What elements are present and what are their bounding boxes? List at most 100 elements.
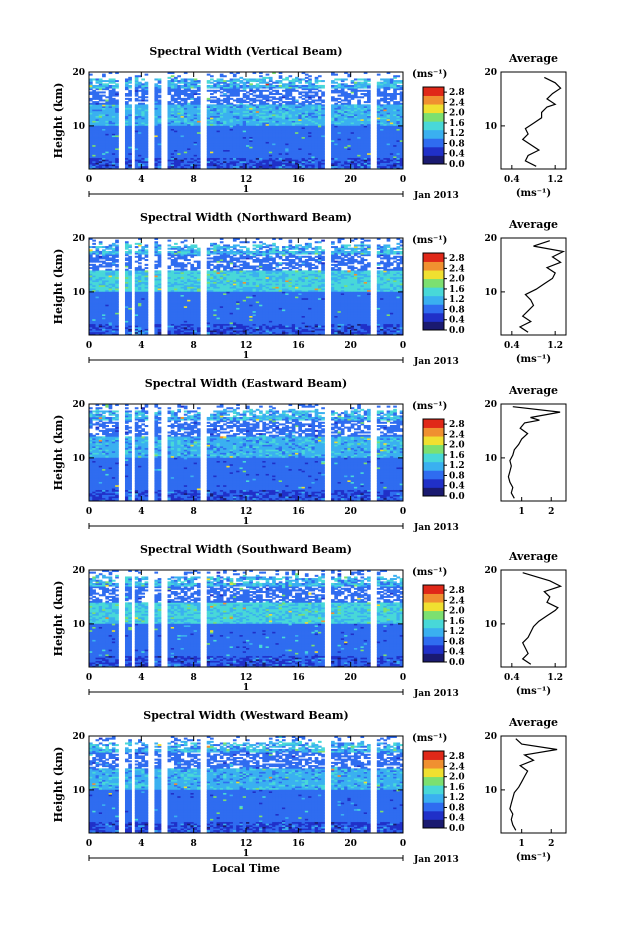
average-y-tick-label: 20: [484, 68, 497, 78]
colorbar-swatch: [423, 768, 444, 777]
colorbar-tick-label: 1.6: [449, 617, 465, 627]
colorbar-tick-label: 2.8: [449, 752, 465, 762]
y-axis-label: Height (km): [52, 83, 65, 159]
date-label: Jan 2013: [413, 689, 459, 699]
average-x-tick-label: 1: [519, 839, 525, 849]
average-y-tick-label: 10: [484, 454, 497, 464]
average-frame: [501, 736, 566, 833]
colorbar-tick-label: 2.4: [449, 98, 465, 108]
average-title: Average: [508, 384, 558, 397]
y-tick-label: 20: [72, 234, 85, 244]
day-label: 1: [243, 185, 249, 195]
panel-title: Spectral Width (Vertical Beam): [149, 45, 342, 58]
x-axis-label: Local Time: [212, 862, 280, 875]
colorbar-swatch: [423, 462, 444, 471]
average-line: [510, 739, 557, 831]
colorbar-swatch: [423, 121, 444, 130]
colorbar-tick-label: 2.4: [449, 264, 465, 274]
colorbar-swatch: [423, 602, 444, 611]
colorbar-swatch: [423, 147, 444, 156]
x-tick-label: 16: [292, 175, 305, 185]
average-x-tick-label: 1.2: [547, 673, 563, 683]
average-x-tick-label: 0.4: [504, 673, 520, 683]
colorbar-tick-label: 0.4: [449, 648, 465, 658]
colorbar-tick-label: 2.4: [449, 430, 465, 440]
colorbar-tick-label: 0.8: [449, 637, 465, 647]
colorbar-swatch: [423, 760, 444, 769]
average-x-label: (ms⁻¹): [516, 852, 551, 863]
colorbar-tick-label: 1.2: [449, 295, 465, 305]
colorbar-swatch: [423, 794, 444, 803]
x-tick-label: 12: [240, 175, 253, 185]
colorbar-swatch: [423, 138, 444, 147]
colorbar-swatch: [423, 479, 444, 488]
average-y-tick-label: 10: [484, 786, 497, 796]
colorbar-swatch: [423, 253, 444, 262]
x-tick-label: 8: [191, 175, 197, 185]
x-tick-label: 20: [344, 839, 357, 849]
x-tick-label: 0: [86, 507, 92, 517]
colorbar-tick-label: 1.2: [449, 129, 465, 139]
colorbar-tick-label: 2.0: [449, 773, 465, 783]
day-label: 1: [243, 517, 249, 527]
colorbar-tick-label: 2.8: [449, 254, 465, 264]
x-tick-label: 20: [344, 507, 357, 517]
x-tick-label: 4: [138, 839, 144, 849]
average-y-tick-label: 20: [484, 566, 497, 576]
colorbar-swatch: [423, 270, 444, 279]
colorbar: 2.82.42.01.61.20.80.40.0: [423, 585, 465, 668]
panel-title: Spectral Width (Northward Beam): [140, 211, 352, 224]
colorbar-tick-label: 0.0: [449, 824, 465, 834]
average-line: [523, 573, 561, 665]
spectral-width-figure: Spectral Width (Vertical Beam)2010Height…: [0, 0, 617, 929]
x-tick-label: 16: [292, 507, 305, 517]
colorbar-swatch: [423, 585, 444, 594]
colorbar-tick-label: 2.8: [449, 586, 465, 596]
colorbar-unit: (ms⁻¹): [412, 235, 447, 246]
average-title: Average: [508, 716, 558, 729]
colorbar-tick-label: 1.6: [449, 783, 465, 793]
average-x-label: (ms⁻¹): [516, 686, 551, 697]
average-y-tick-label: 10: [484, 122, 497, 132]
average-line: [508, 407, 560, 499]
colorbar: 2.82.42.01.61.20.80.40.0: [423, 419, 465, 502]
colorbar-swatch: [423, 611, 444, 620]
day-label: 1: [243, 849, 249, 859]
average-title: Average: [508, 52, 558, 65]
colorbar-swatch: [423, 819, 444, 828]
colorbar-swatch: [423, 113, 444, 122]
colorbar-tick-label: 0.0: [449, 658, 465, 668]
x-tick-label: 12: [240, 341, 253, 351]
colorbar-tick-label: 1.6: [449, 119, 465, 129]
colorbar-tick-label: 1.6: [449, 285, 465, 295]
colorbar-tick-label: 2.4: [449, 762, 465, 772]
colorbar-swatch: [423, 296, 444, 305]
average-x-label: (ms⁻¹): [516, 188, 551, 199]
colorbar-tick-label: 2.0: [449, 607, 465, 617]
colorbar-swatch: [423, 87, 444, 96]
average-y-tick-label: 20: [484, 400, 497, 410]
average-x-tick-label: 0.4: [504, 175, 520, 185]
colorbar-tick-label: 0.8: [449, 471, 465, 481]
heatmap-cells: [89, 404, 403, 501]
heatmap-cells: [89, 238, 403, 335]
x-tick-label: 20: [344, 175, 357, 185]
average-title: Average: [508, 550, 558, 563]
y-tick-label: 20: [72, 732, 85, 742]
colorbar: 2.82.42.01.61.20.80.40.0: [423, 751, 465, 834]
colorbar-swatch: [423, 636, 444, 645]
colorbar-tick-label: 2.8: [449, 420, 465, 430]
x-tick-label: 12: [240, 673, 253, 683]
x-tick-label: 4: [138, 175, 144, 185]
colorbar-tick-label: 2.0: [449, 441, 465, 451]
day-label: 1: [243, 351, 249, 361]
y-tick-label: 10: [72, 786, 85, 796]
x-tick-label: 0: [400, 839, 406, 849]
panel-title: Spectral Width (Westward Beam): [143, 709, 348, 722]
colorbar-swatch: [423, 619, 444, 628]
day-label: 1: [243, 683, 249, 693]
beam-panel-1: Spectral Width (Northward Beam)2010Heigh…: [52, 211, 566, 367]
colorbar-tick-label: 1.6: [449, 451, 465, 461]
average-title: Average: [508, 218, 558, 231]
